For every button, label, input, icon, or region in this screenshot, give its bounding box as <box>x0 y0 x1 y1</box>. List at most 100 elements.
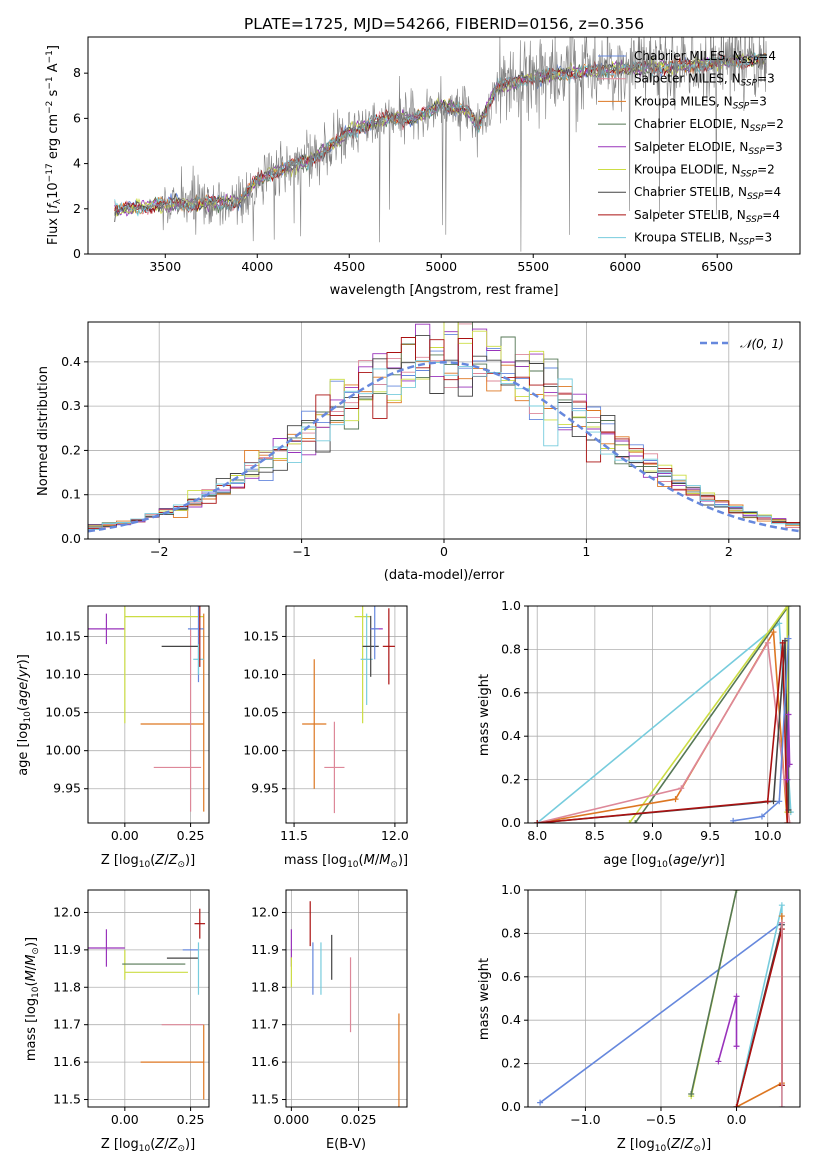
data-point <box>354 606 371 724</box>
mass-vs-metallicity-xlabel: Z [log10(Z/Z⊙)] <box>101 1137 195 1154</box>
legend-label: Kroupa MILES, NSSP=3 <box>634 94 767 111</box>
cumulative-weight-line <box>717 996 738 1062</box>
plus-marker <box>688 1090 695 1097</box>
data-point <box>88 929 125 967</box>
y-tick-label: 10.10 <box>243 667 279 682</box>
cumulative-age-plot-area: 8.0 8.5 9.0 9.5 10.0 0.0 0.2 0.4 0.6 0.8 1.0 <box>501 598 800 843</box>
legend-subscript: SSP <box>741 170 758 180</box>
plus-marker <box>733 1043 740 1050</box>
y-tick-label: 0.6 <box>501 969 521 984</box>
y-tick-label: 10.05 <box>243 705 279 720</box>
age-vs-metallicity-xlabel: Z [log10(Z/Z⊙)] <box>101 853 195 870</box>
cumulative-weight-line <box>537 642 789 823</box>
spectrum-frame <box>87 36 801 255</box>
y-tick-label: 11.6 <box>53 1054 81 1069</box>
y-tick-label: 10.00 <box>45 743 81 758</box>
plus-marker <box>672 796 679 803</box>
x-tick-label: 6000 <box>609 259 641 274</box>
plus-marker <box>537 1099 544 1106</box>
y-tick-label: 0.2 <box>501 772 521 787</box>
spectrum-xlabel: wavelength [Angstrom, rest frame] <box>330 283 559 298</box>
x-tick-label: 0.00 <box>111 828 139 843</box>
y-tick-label: 11.5 <box>251 1092 279 1107</box>
age-vs-mass-xlabel: mass [log10(M/M⊙)] <box>284 853 408 870</box>
age-vs-mass-panel: 11.5 12.0 9.95 10.00 10.05 10.10 10.15 mass [l… <box>243 605 409 870</box>
y-tick-label: 0.3 <box>61 398 81 413</box>
legend-label: Salpeter STELIB, NSSP=4 <box>634 208 780 225</box>
y-tick-label: 11.7 <box>53 1017 81 1032</box>
y-tick-label: 11.8 <box>251 979 279 994</box>
plus-marker <box>733 993 740 1000</box>
x-tick-label: 1 <box>582 544 590 559</box>
cumulative-weight-line <box>537 640 791 823</box>
y-tick-label: 11.9 <box>251 942 279 957</box>
plus-marker <box>786 820 793 823</box>
histogram-step-line <box>88 322 800 527</box>
gaussian-legend-label: 𝒩(0, 1) <box>740 337 784 351</box>
plus-marker <box>626 820 633 823</box>
x-tick-label: 10.0 <box>754 828 782 843</box>
y-tick-label: 11.5 <box>53 1092 81 1107</box>
y-tick-label: 1.0 <box>501 882 521 897</box>
x-tick-label: −0.5 <box>646 1112 676 1127</box>
mass-vs-metallicity-panel: 0.00 0.25 11.5 11.6 11.7 11.8 11.9 12.0 Z [log1… <box>24 889 210 1154</box>
plus-marker <box>733 1104 740 1107</box>
residual-plot-area: −2 −1 0 1 2 0.0 0.1 0.2 0.3 0.4 <box>61 322 800 559</box>
x-tick-label: −1 <box>292 544 310 559</box>
y-tick-label: 0.8 <box>501 641 521 656</box>
plus-marker <box>785 606 792 609</box>
x-tick-label: 6500 <box>701 259 733 274</box>
plus-marker <box>764 639 771 646</box>
plus-marker <box>778 919 785 926</box>
data-point <box>194 908 206 939</box>
x-tick-label: 0 <box>440 544 448 559</box>
x-tick-label: 0.25 <box>177 1112 205 1127</box>
x-tick-label: −2 <box>150 544 168 559</box>
x-tick-label: 0.25 <box>177 828 205 843</box>
legend-label: Kroupa STELIB, NSSP=3 <box>634 231 772 248</box>
age-vs-metallicity-plot-area: 0.00 0.25 9.95 10.00 10.05 10.10 10.15 <box>45 606 209 843</box>
plus-marker <box>758 813 765 820</box>
cumulative-metallicity-ylabel: mass weight <box>477 958 492 1040</box>
y-tick-label: 0.0 <box>501 1099 521 1114</box>
mass-vs-extinction-xlabel: E(B-V) <box>326 1137 366 1152</box>
plus-marker <box>678 785 685 792</box>
y-tick-label: 0.6 <box>501 685 521 700</box>
cumulative-weight-line <box>733 638 790 822</box>
legend-label: Chabrier MILES, NSSP=4 <box>634 49 776 66</box>
x-tick-label: 2 <box>725 544 733 559</box>
y-tick-label: 8 <box>73 65 81 80</box>
y-tick-label: 1.0 <box>501 598 521 613</box>
x-tick-label: 3500 <box>149 259 181 274</box>
legend-subscript: SSP <box>746 215 763 225</box>
x-tick-label: 12.0 <box>381 828 409 843</box>
age-vs-metallicity-ylabel: age [log10(age/yr)] <box>16 654 33 776</box>
legend-subscript: SSP <box>742 56 759 66</box>
y-tick-label: 0.4 <box>501 1012 521 1027</box>
y-tick-label: 10.15 <box>45 628 81 643</box>
x-tick-label: 4500 <box>333 259 365 274</box>
cumulative-age-ylabel: mass weight <box>477 674 492 756</box>
x-tick-label: 5000 <box>425 259 457 274</box>
data-point <box>324 721 345 814</box>
plus-marker <box>785 635 792 642</box>
x-tick-label: 0.0 <box>727 1112 747 1127</box>
cumulative-metallicity-frame <box>527 889 801 1108</box>
legend-subscript: SSP <box>738 238 755 248</box>
x-tick-label: 9.5 <box>700 828 720 843</box>
x-tick-label: 4000 <box>241 259 273 274</box>
y-tick-label: 0.2 <box>501 1056 521 1071</box>
y-tick-label: 12.0 <box>53 904 81 919</box>
x-tick-label: 9.0 <box>643 828 663 843</box>
histogram-step-line <box>88 337 800 529</box>
plus-marker <box>632 820 639 823</box>
y-tick-label: 12.0 <box>251 904 279 919</box>
legend-subscript: SSP <box>748 147 765 157</box>
legend-subscript: SSP <box>733 101 750 111</box>
legend-label-rest: =4 <box>758 49 776 63</box>
x-tick-label: 8.0 <box>527 828 547 843</box>
y-tick-label: 9.95 <box>53 781 81 796</box>
residual-frame <box>87 321 801 540</box>
plus-marker <box>786 761 793 768</box>
cumulative-weight-line <box>628 606 789 823</box>
